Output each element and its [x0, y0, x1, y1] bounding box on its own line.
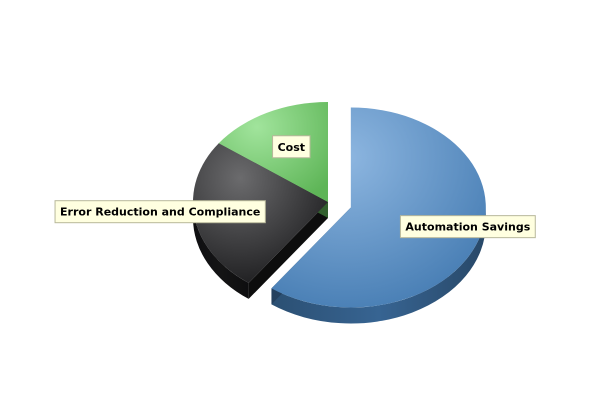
pie-side-automation-savings [271, 207, 486, 324]
pie-labels: Automation Savings Error Reduction and Co… [54, 135, 536, 239]
pie-slice-automation-savings[interactable] [271, 107, 486, 308]
pie-label-text-cost: Cost [278, 141, 305, 154]
pie-label-box-cost [272, 135, 311, 159]
pie-side-error-reduction-and-compliance [193, 202, 249, 299]
pie-cut-face-error-reduction-and-compliance-0 [248, 202, 328, 299]
pie-label-automation-savings: Automation Savings [399, 215, 536, 239]
pie-label-text-error-reduction-and-compliance: Error Reduction and Compliance [60, 206, 260, 219]
pie-label-error-reduction-and-compliance: Error Reduction and Compliance [54, 200, 266, 224]
pie-label-box-automation-savings [399, 215, 536, 239]
pie-label-box-error-reduction-and-compliance [54, 200, 266, 224]
pie-label-text-automation-savings: Automation Savings [405, 221, 530, 234]
pie-label-cost: Cost [272, 135, 311, 159]
